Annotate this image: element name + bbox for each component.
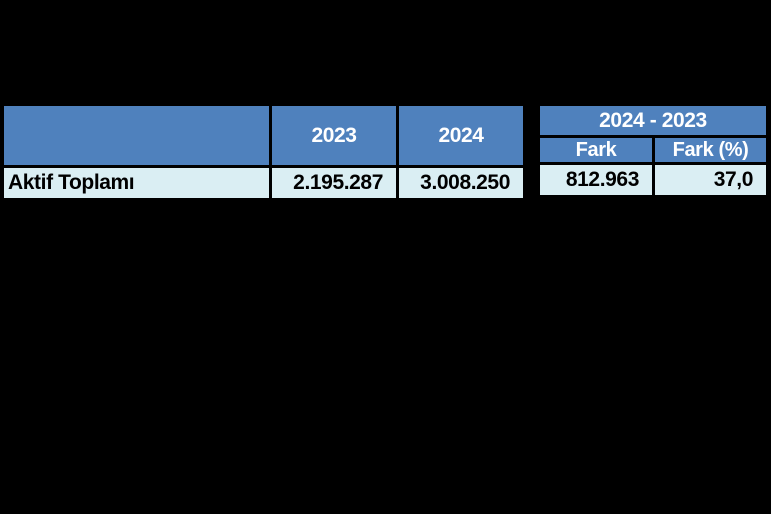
- value-fark: 812.963: [537, 162, 655, 198]
- diff-sub-header-row: Fark Fark (%): [537, 135, 769, 165]
- table-row: 812.963 37,0: [537, 162, 769, 198]
- main-table-header-row: 2023 2024: [1, 103, 526, 168]
- table-row: Aktif Toplamı 2.195.287 3.008.250: [1, 165, 526, 201]
- header-cell-2023: 2023: [269, 103, 399, 168]
- header-cell-blank: [1, 103, 272, 168]
- header-cell-diff-span: 2024 - 2023: [537, 103, 769, 138]
- comparison-tables: 2023 2024 Aktif Toplamı 2.195.287 3.008.…: [1, 103, 769, 201]
- value-2024: 3.008.250: [396, 165, 526, 201]
- row-label-aktif-toplami: Aktif Toplamı: [1, 165, 272, 201]
- header-cell-fark: Fark: [537, 135, 655, 165]
- value-2023: 2.195.287: [269, 165, 399, 201]
- diff-table: 2024 - 2023 Fark Fark (%) 812.963 37,0: [537, 103, 769, 198]
- main-table: 2023 2024 Aktif Toplamı 2.195.287 3.008.…: [1, 103, 526, 201]
- header-cell-fark-pct: Fark (%): [652, 135, 769, 165]
- value-fark-pct: 37,0: [652, 162, 769, 198]
- header-cell-2024: 2024: [396, 103, 526, 168]
- diff-span-header-row: 2024 - 2023: [537, 103, 769, 138]
